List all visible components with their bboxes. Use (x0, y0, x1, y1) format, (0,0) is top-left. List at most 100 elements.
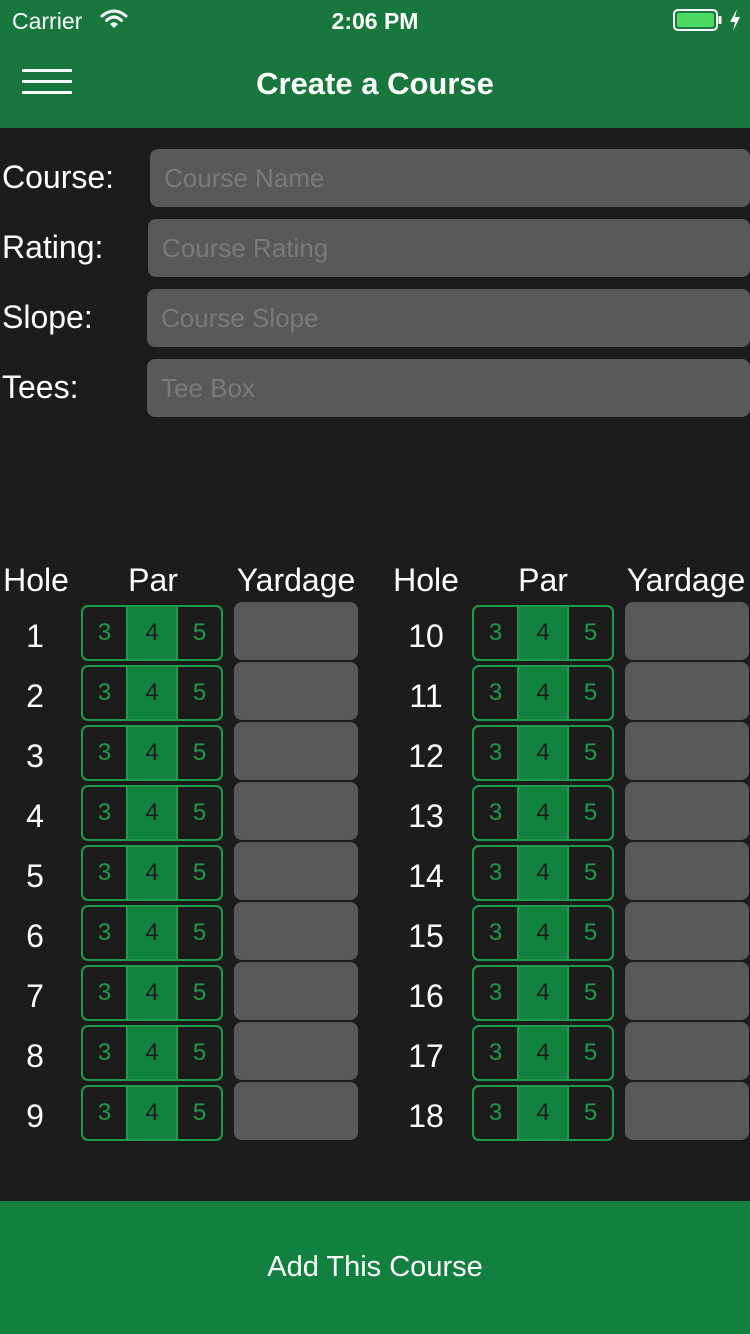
par-option-4[interactable]: 4 (519, 607, 567, 659)
par-option-3[interactable]: 3 (474, 967, 519, 1019)
hamburger-menu-icon[interactable] (22, 66, 72, 98)
tees-label: Tees: (2, 369, 79, 405)
par-option-3[interactable]: 3 (83, 787, 128, 839)
yardage-input[interactable] (625, 662, 749, 720)
par-option-3[interactable]: 3 (83, 607, 128, 659)
par-option-5[interactable]: 5 (567, 1087, 612, 1139)
par-option-3[interactable]: 3 (474, 607, 519, 659)
hole-number: 12 (408, 738, 444, 774)
par-option-3[interactable]: 3 (83, 907, 128, 959)
par-option-3[interactable]: 3 (83, 967, 128, 1019)
hole-number: 4 (26, 798, 44, 834)
yardage-input[interactable] (234, 722, 358, 780)
par-option-5[interactable]: 5 (567, 847, 612, 899)
yardage-input[interactable] (625, 1022, 749, 1080)
yardage-input[interactable] (234, 782, 358, 840)
yardage-header-right: Yardage (626, 562, 746, 598)
par-option-5[interactable]: 5 (176, 1087, 221, 1139)
yardage-input[interactable] (234, 662, 358, 720)
rating-label: Rating: (2, 229, 104, 265)
course-slope-input[interactable] (147, 289, 750, 347)
par-option-5[interactable]: 5 (567, 1027, 612, 1079)
par-option-4[interactable]: 4 (519, 787, 567, 839)
par-option-3[interactable]: 3 (83, 667, 128, 719)
yardage-input[interactable] (625, 962, 749, 1020)
par-option-4[interactable]: 4 (519, 727, 567, 779)
par-option-3[interactable]: 3 (474, 787, 519, 839)
par-option-5[interactable]: 5 (567, 667, 612, 719)
par-option-5[interactable]: 5 (567, 607, 612, 659)
header: Carrier 2:06 PM Create a Course (0, 0, 750, 128)
par-option-3[interactable]: 3 (474, 1087, 519, 1139)
tee-box-input[interactable] (147, 359, 750, 417)
course-label: Course: (2, 159, 115, 195)
par-option-3[interactable]: 3 (83, 847, 128, 899)
yardage-input[interactable] (234, 602, 358, 660)
par-option-4[interactable]: 4 (519, 1087, 567, 1139)
yardage-input[interactable] (234, 962, 358, 1020)
par-option-5[interactable]: 5 (176, 847, 221, 899)
par-option-4[interactable]: 4 (128, 1087, 176, 1139)
par-option-4[interactable]: 4 (128, 1027, 176, 1079)
par-option-4[interactable]: 4 (128, 667, 176, 719)
yardage-input[interactable] (625, 902, 749, 960)
yardage-input[interactable] (234, 842, 358, 900)
hole-number: 13 (408, 798, 444, 834)
yardage-input[interactable] (625, 602, 749, 660)
par-option-3[interactable]: 3 (474, 1027, 519, 1079)
carrier-label: Carrier (12, 8, 83, 34)
par-option-4[interactable]: 4 (519, 847, 567, 899)
par-option-4[interactable]: 4 (519, 1027, 567, 1079)
par-option-5[interactable]: 5 (567, 787, 612, 839)
par-option-4[interactable]: 4 (128, 607, 176, 659)
hole-number: 9 (26, 1098, 44, 1134)
add-course-button[interactable]: Add This Course (0, 1201, 750, 1334)
par-option-5[interactable]: 5 (176, 1027, 221, 1079)
yardage-input[interactable] (625, 1082, 749, 1140)
yardage-input[interactable] (625, 722, 749, 780)
hole-number: 11 (409, 678, 443, 714)
par-option-3[interactable]: 3 (474, 667, 519, 719)
par-option-3[interactable]: 3 (83, 1027, 128, 1079)
par-option-3[interactable]: 3 (474, 727, 519, 779)
par-option-5[interactable]: 5 (176, 607, 221, 659)
hole-number: 6 (26, 918, 44, 954)
par-option-4[interactable]: 4 (519, 907, 567, 959)
par-option-5[interactable]: 5 (567, 727, 612, 779)
par-option-4[interactable]: 4 (128, 907, 176, 959)
yardage-input[interactable] (625, 782, 749, 840)
hole-number: 2 (26, 678, 44, 714)
par-option-4[interactable]: 4 (128, 847, 176, 899)
par-option-4[interactable]: 4 (519, 967, 567, 1019)
par-option-4[interactable]: 4 (128, 787, 176, 839)
par-option-5[interactable]: 5 (176, 907, 221, 959)
course-rating-input[interactable] (148, 219, 750, 277)
par-option-5[interactable]: 5 (176, 787, 221, 839)
yardage-input[interactable] (234, 902, 358, 960)
par-option-3[interactable]: 3 (474, 907, 519, 959)
par-option-5[interactable]: 5 (567, 907, 612, 959)
par-option-3[interactable]: 3 (474, 847, 519, 899)
yardage-input[interactable] (234, 1022, 358, 1080)
par-option-4[interactable]: 4 (128, 727, 176, 779)
par-option-3[interactable]: 3 (83, 1087, 128, 1139)
par-option-5[interactable]: 5 (567, 967, 612, 1019)
yardage-input[interactable] (625, 842, 749, 900)
course-name-input[interactable] (150, 149, 750, 207)
par-option-3[interactable]: 3 (83, 727, 128, 779)
par-option-5[interactable]: 5 (176, 667, 221, 719)
par-option-5[interactable]: 5 (176, 967, 221, 1019)
par-option-5[interactable]: 5 (176, 727, 221, 779)
par-option-4[interactable]: 4 (128, 967, 176, 1019)
yardage-input[interactable] (234, 1082, 358, 1140)
par-option-4[interactable]: 4 (519, 667, 567, 719)
